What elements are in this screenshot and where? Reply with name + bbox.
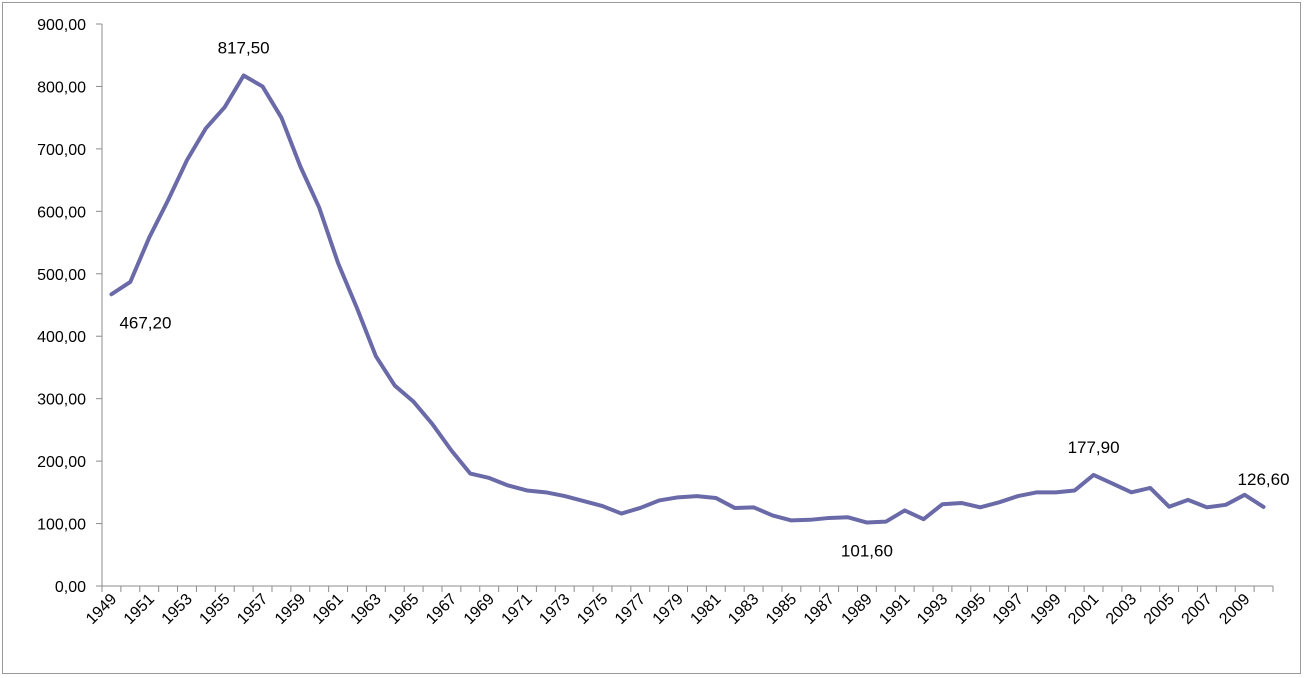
x-tick-label: 1981 (687, 591, 724, 628)
x-tick-label: 2005 (1141, 591, 1178, 628)
x-axis-ticks: 1949 1951 1953 1955 1957 1959 1961 1963 1965 1967… (83, 586, 1274, 628)
x-tick-label: 1949 (83, 591, 120, 628)
x-tick-label: 1991 (876, 591, 913, 628)
x-tick-label: 1953 (159, 591, 196, 628)
y-tick-label: 700,00 (37, 142, 86, 159)
x-tick-label: 1989 (839, 591, 876, 628)
series-line (109, 73, 1266, 525)
x-tick-label: 1959 (272, 591, 309, 628)
y-tick-label: 400,00 (37, 329, 86, 346)
x-tick-label: 1973 (536, 591, 573, 628)
x-tick-label: 1999 (1027, 591, 1064, 628)
data-label: 817,50 (218, 39, 270, 58)
y-tick-label: 200,00 (37, 454, 86, 471)
data-label: 101,60 (841, 542, 893, 561)
data-label: 467,20 (119, 313, 171, 332)
data-labels: 467,20 817,50 101,60 177,90 126,60 (119, 39, 1289, 561)
x-tick-label: 1963 (348, 591, 385, 628)
x-tick-label: 1997 (990, 591, 1027, 628)
y-tick-label: 300,00 (37, 392, 86, 409)
y-tick-label: 900,00 (37, 17, 86, 34)
x-tick-label: 1995 (952, 591, 989, 628)
x-tick-label: 1955 (196, 591, 233, 628)
y-axis-ticks: 0,00 100,00 200,00 300,00 400,00 500,00 600,00… (37, 17, 102, 596)
y-tick-label: 0,00 (55, 579, 86, 596)
x-tick-label: 1969 (461, 591, 498, 628)
x-tick-label: 1971 (499, 591, 536, 628)
x-tick-label: 2009 (1216, 591, 1253, 628)
x-tick-label: 1951 (121, 591, 158, 628)
series-polyline (109, 73, 1266, 525)
x-tick-label: 1961 (310, 591, 347, 628)
y-tick-label: 600,00 (37, 204, 86, 221)
x-tick-label: 2001 (1065, 591, 1102, 628)
x-tick-label: 1983 (725, 591, 762, 628)
x-tick-label: 2007 (1179, 591, 1216, 628)
data-label: 126,60 (1238, 470, 1290, 489)
x-tick-label: 1993 (914, 591, 951, 628)
y-tick-label: 100,00 (37, 517, 86, 534)
x-tick-label: 1965 (385, 591, 422, 628)
y-tick-label: 500,00 (37, 267, 86, 284)
x-tick-label: 1957 (234, 591, 271, 628)
x-tick-label: 1975 (574, 591, 611, 628)
x-tick-label: 1979 (650, 591, 687, 628)
x-tick-label: 2003 (1103, 591, 1140, 628)
y-tick-label: 800,00 (37, 79, 86, 96)
x-tick-label: 1977 (612, 591, 649, 628)
data-label: 177,90 (1068, 438, 1120, 457)
x-tick-label: 1985 (763, 591, 800, 628)
x-tick-label: 1987 (801, 591, 838, 628)
x-tick-label: 1967 (423, 591, 460, 628)
